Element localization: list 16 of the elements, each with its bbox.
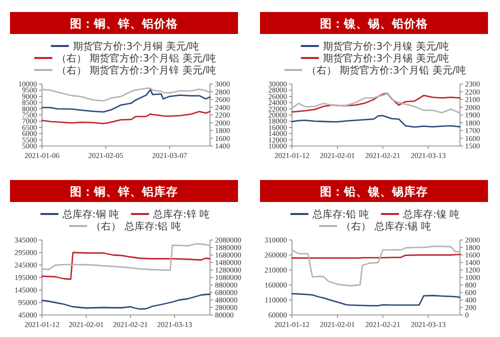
legend-label: 期货官方价:3个月锡 美元/吨 — [322, 52, 450, 64]
legend-label: （右） 期货官方价:3个月铅 美元/吨 — [306, 64, 466, 76]
legend-label: （右） 期货官方价:3个月锌 美元/吨 — [56, 64, 216, 76]
chart-title: 图：铜、锌、铝价格 — [70, 16, 179, 30]
legend-label: 总库存:镍 吨 — [402, 208, 460, 220]
legend-label: （右） 期货官方价:3个月铝 美元/吨 — [56, 52, 216, 64]
chart-title: 图：铅、镍、锡库存 — [320, 184, 428, 198]
chart-title: 图：铜、锌、铝库存 — [70, 184, 178, 198]
chart-title: 图：镍、锡、铅价格 — [320, 16, 429, 30]
legend-label: 总库存:铜 吨 — [61, 208, 119, 220]
legend-label: 总库存:铅 吨 — [311, 208, 369, 220]
legend-label: 总库存:锌 吨 — [152, 208, 210, 220]
legend-label: （右） 总库存:铝 吨 — [91, 220, 181, 232]
legend-label: 期货官方价:3个月镍 美元/吨 — [322, 40, 450, 52]
legend-label: （右） 总库存:锡 吨 — [341, 220, 431, 232]
legend-label: 期货官方价:3个月铜 美元/吨 — [72, 40, 200, 52]
